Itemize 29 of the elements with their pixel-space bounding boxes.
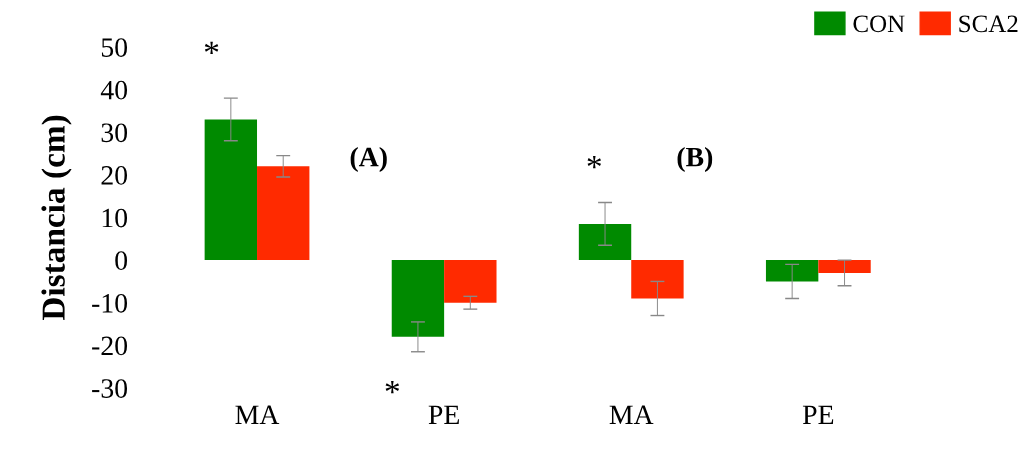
y-tick-label: -20 xyxy=(92,336,128,356)
x-tick-label: PE xyxy=(802,405,834,424)
annotation: * xyxy=(385,381,400,394)
x-tick-label: PE xyxy=(428,405,459,424)
bar xyxy=(391,260,445,337)
y-tick-label: 30 xyxy=(101,123,128,143)
x-tick-label: MA xyxy=(235,405,280,424)
y-tick-label: 50 xyxy=(101,38,128,57)
annotation: * xyxy=(204,41,219,54)
x-tick-label: MA xyxy=(609,405,654,424)
annotation: (B) xyxy=(677,146,713,173)
legend-label: CON xyxy=(853,15,905,33)
y-tick-label: 40 xyxy=(100,80,128,100)
y-tick-label: -30 xyxy=(92,379,128,398)
annotation: (A) xyxy=(350,146,387,173)
annotation: * xyxy=(587,155,601,169)
bar xyxy=(818,260,871,273)
bar xyxy=(204,119,258,261)
y-tick-label: 20 xyxy=(101,166,128,185)
bar xyxy=(578,223,632,261)
bar xyxy=(765,260,819,282)
y-tick-label: 10 xyxy=(102,208,128,228)
y-tick-label: -10 xyxy=(92,293,128,313)
y-tick-label: 0 xyxy=(115,251,128,271)
y-axis-title: Distancia (cm) xyxy=(41,115,72,321)
bar xyxy=(257,166,310,261)
legend-label: SCA2 xyxy=(959,15,1018,33)
bar xyxy=(444,260,497,303)
bar xyxy=(631,260,684,299)
